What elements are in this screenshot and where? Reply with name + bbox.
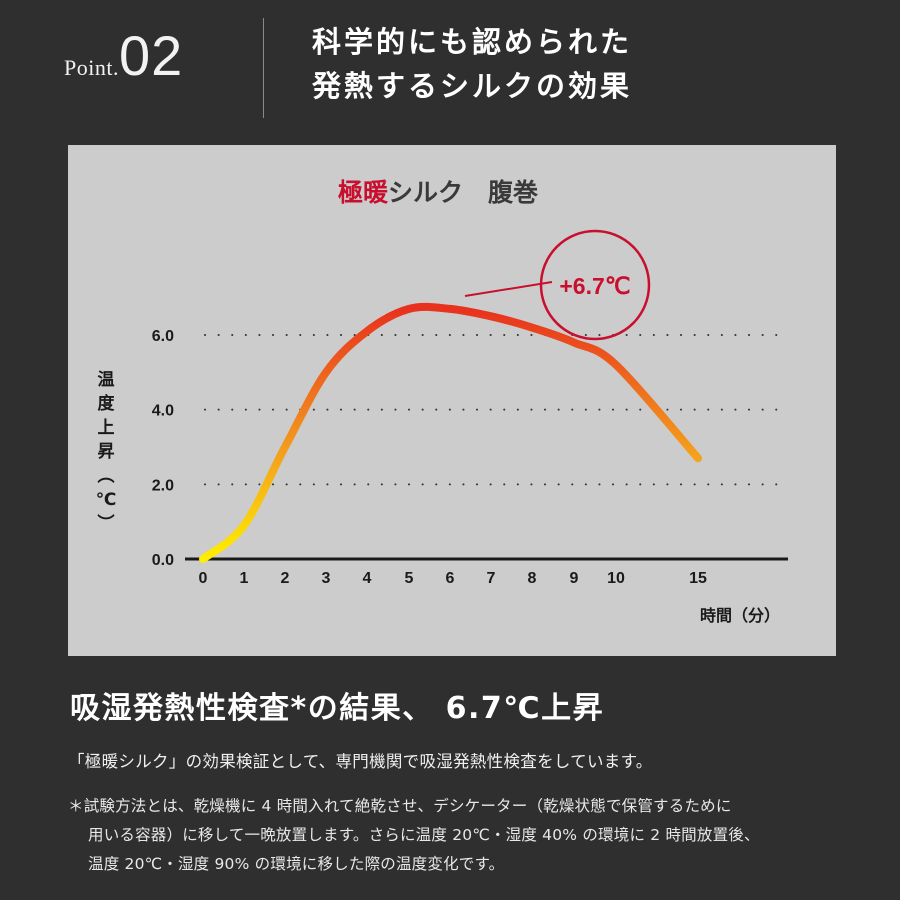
annotation-leader-line: [464, 281, 553, 297]
x-tick-label: 10: [607, 570, 625, 587]
x-tick-label: 3: [322, 570, 331, 587]
x-tick-label: 1: [240, 570, 249, 587]
annotation-circle: [539, 229, 651, 341]
note-line-2: 用いる容器）に移して一晩放置します。さらに温度 20℃・湿度 40% の環境に …: [88, 826, 760, 844]
chart-title-accent: 極暖: [338, 179, 389, 207]
headline: 科学的にも認められた 発熱するシルクの効果: [312, 20, 632, 108]
x-axis-title: 時間（分）: [700, 606, 780, 625]
headline-line-1: 科学的にも認められた: [312, 25, 633, 59]
x-tick-label: 2: [281, 570, 290, 587]
series-line: [199, 302, 702, 563]
x-tick-label: 6: [446, 570, 455, 587]
test-method-note: ＊試験方法とは、乾燥機に 4 時間入れて絶乾させ、デシケーター（乾燥状態で保管す…: [68, 792, 868, 879]
temperature-chart: 極暖シルク 腹巻 0.0 2.0 4.0 6.0 0 1 2 3 4 5 6 7 8 9 10 15 時間（分）…: [96, 178, 788, 625]
y-tick-label: 0.0: [152, 552, 174, 569]
y-tick-label: 6.0: [152, 328, 174, 345]
headline-line-2: 発熱するシルクの効果: [312, 69, 633, 103]
point-number: 02: [118, 24, 184, 87]
chart-title: 極暖シルク 腹巻: [338, 178, 539, 207]
y-tick-label: 2.0: [152, 477, 174, 494]
point-label: Point. 02: [64, 28, 183, 84]
x-tick-label: 4: [363, 570, 372, 587]
point-word: Point.: [64, 55, 119, 80]
x-tick-label: 0: [199, 570, 208, 587]
chart-title-rest: シルク 腹巻: [388, 178, 539, 207]
x-tick-label: 15: [689, 570, 707, 587]
y-axis-title: 温度上昇︵ ℃ ︶: [96, 370, 117, 534]
result-heading: 吸湿発熱性検査*の結果、 6.7℃上昇: [70, 691, 605, 726]
chart-panel: 極暖シルク 腹巻 0.0 2.0 4.0 6.0 0 1 2 3 4 5 6 7 8 9 10 15 時間（分）…: [68, 145, 836, 656]
annotation-label: +6.7℃: [559, 273, 630, 299]
x-tick-label: 7: [487, 570, 496, 587]
header-divider: [263, 18, 264, 118]
x-tick-label: 5: [405, 570, 414, 587]
result-description: 「極暖シルク」の効果検証として、専門機関で吸湿発熱性検査をしています。: [68, 752, 653, 771]
y-tick-label: 4.0: [152, 403, 174, 420]
note-line-3: 温度 20℃・湿度 90% の環境に移した際の温度変化です。: [88, 855, 505, 873]
x-tick-label: 8: [528, 570, 537, 587]
note-line-1: ＊試験方法とは、乾燥機に 4 時間入れて絶乾させ、デシケーター（乾燥状態で保管す…: [68, 797, 732, 815]
x-tick-label: 9: [570, 570, 579, 587]
